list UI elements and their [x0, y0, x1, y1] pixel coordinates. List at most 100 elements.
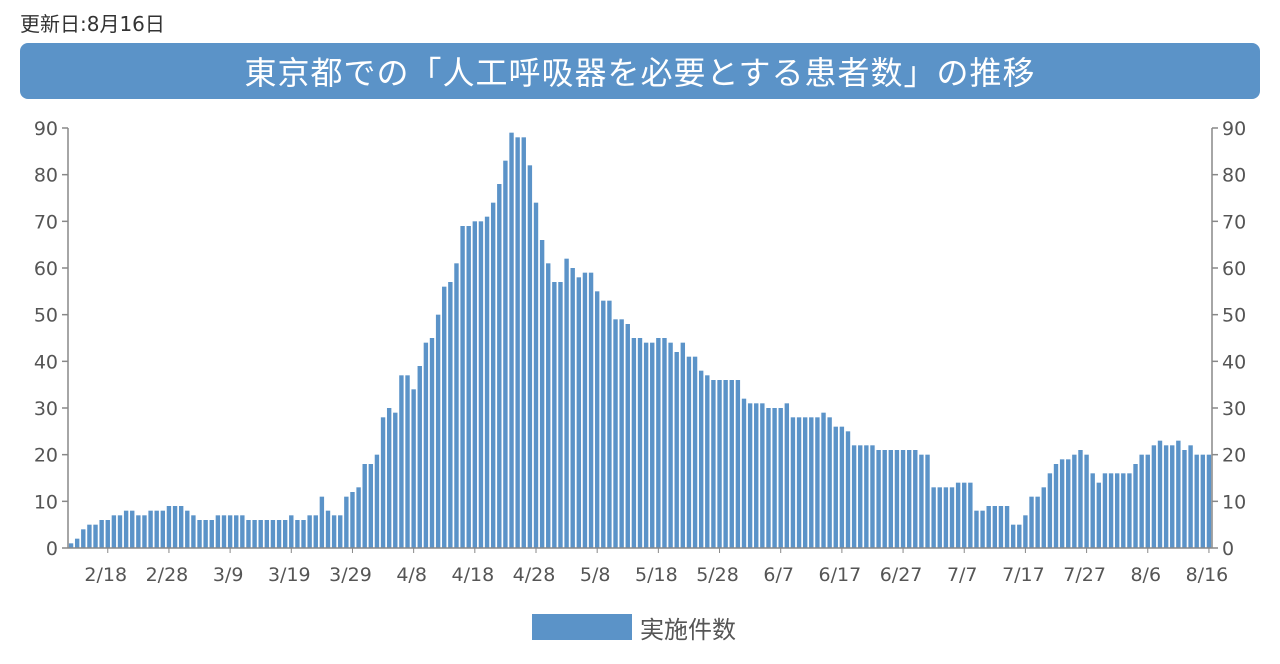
bar	[931, 487, 936, 548]
chart: 0 0 10 10 20 20 30 30 40 40 50 50 60 60 70 70 80 80 90 90 2/…	[34, 118, 1246, 586]
bar	[533, 202, 539, 549]
y-tick-label-left: 90	[34, 118, 58, 140]
x-tick-label: 6/27	[880, 564, 923, 586]
bar	[399, 375, 404, 548]
bar	[845, 431, 851, 548]
bar	[478, 221, 484, 548]
bar	[637, 338, 643, 548]
bar	[448, 282, 453, 548]
bar	[766, 408, 771, 548]
bar	[270, 520, 276, 548]
bar	[980, 510, 985, 548]
bar	[570, 268, 575, 548]
bar	[870, 445, 875, 548]
bar	[546, 263, 551, 548]
bar	[221, 515, 227, 548]
bar	[1017, 524, 1022, 548]
bar	[625, 324, 630, 548]
bar	[264, 520, 270, 548]
bar	[282, 520, 288, 548]
bar	[784, 403, 790, 548]
bar	[197, 520, 202, 548]
y-tick-label-right: 0	[1222, 538, 1234, 560]
bar	[949, 487, 955, 548]
bar	[1188, 445, 1193, 548]
bar	[876, 450, 881, 548]
bar	[760, 403, 765, 548]
bar	[576, 277, 582, 548]
y-tick-label-right: 30	[1222, 398, 1246, 420]
bar	[172, 506, 178, 548]
x-tick-label: 4/8	[396, 564, 427, 586]
bar	[680, 342, 686, 548]
bar	[1176, 440, 1181, 548]
bar	[913, 450, 918, 548]
bar	[711, 380, 716, 548]
bar	[601, 300, 606, 548]
bar	[619, 319, 624, 548]
bar	[1084, 454, 1089, 548]
updated-date: 更新日:8月16日	[20, 12, 165, 36]
bar	[423, 342, 429, 548]
bar	[1127, 473, 1132, 548]
bar	[1182, 450, 1187, 548]
bar	[1059, 459, 1065, 548]
bar	[509, 132, 514, 549]
bar	[894, 450, 900, 548]
bar	[368, 464, 374, 548]
bar	[1102, 473, 1108, 548]
bar	[148, 510, 153, 548]
bar	[851, 445, 857, 548]
x-tick-label: 7/27	[1063, 564, 1106, 586]
bar	[130, 510, 135, 548]
y-tick-label-left: 40	[34, 351, 58, 373]
bar	[723, 380, 728, 548]
bar	[552, 282, 557, 548]
y-tick-label-left: 20	[34, 445, 58, 467]
bar	[900, 450, 906, 548]
bar	[735, 380, 741, 548]
bar	[1041, 487, 1046, 548]
bar	[705, 375, 710, 548]
bar	[1194, 454, 1199, 548]
bar	[539, 240, 545, 548]
bar	[331, 515, 337, 548]
bar	[986, 506, 991, 548]
bar	[185, 510, 190, 548]
bar	[1151, 445, 1157, 548]
x-tick-label: 2/28	[146, 564, 189, 586]
bar	[417, 366, 422, 548]
bar	[442, 286, 447, 548]
bar	[796, 417, 802, 548]
bar	[741, 398, 747, 548]
bar	[411, 389, 416, 548]
bar	[319, 496, 325, 548]
bar	[772, 408, 777, 548]
bar	[209, 520, 214, 548]
bar	[1145, 454, 1150, 548]
y-tick-label-right: 50	[1222, 305, 1246, 327]
bar	[1004, 506, 1010, 548]
bar	[203, 520, 208, 548]
x-tick-label: 3/19	[268, 564, 311, 586]
bar	[374, 454, 380, 548]
bar	[827, 417, 832, 548]
y-tick-label-right: 90	[1222, 118, 1246, 140]
bar	[1206, 454, 1212, 548]
bar	[1170, 445, 1175, 548]
x-tick-label: 3/9	[213, 564, 244, 586]
bar	[943, 487, 949, 548]
bar	[778, 408, 783, 548]
bar	[99, 520, 104, 548]
bars-group	[68, 132, 1212, 549]
bar	[117, 515, 123, 548]
bar	[289, 515, 294, 548]
bar	[362, 464, 367, 548]
bar	[191, 515, 196, 548]
bar	[527, 165, 533, 548]
bar	[631, 338, 637, 548]
bar	[521, 137, 526, 548]
bar	[68, 543, 74, 548]
bar	[815, 417, 820, 548]
bar	[301, 520, 306, 548]
